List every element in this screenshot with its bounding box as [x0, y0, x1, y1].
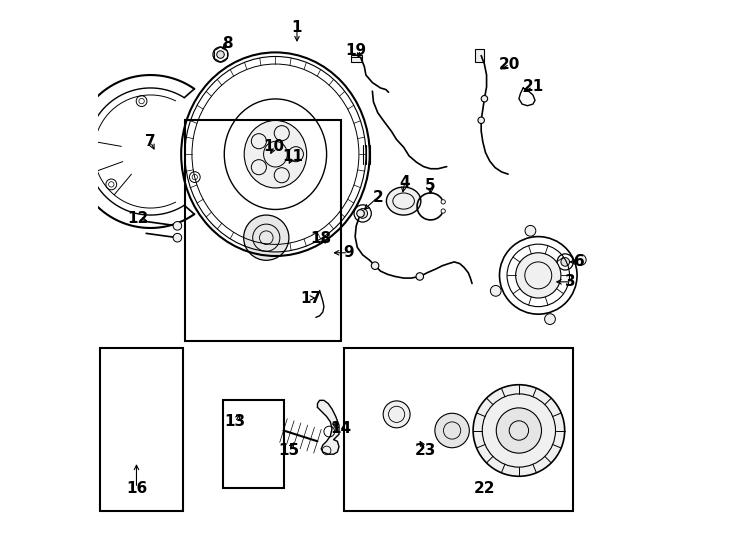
Bar: [258, 403, 271, 426]
Bar: [101, 348, 183, 511]
Bar: [385, 439, 409, 451]
Text: 8: 8: [222, 36, 232, 51]
Circle shape: [490, 286, 501, 296]
Text: 21: 21: [523, 79, 543, 94]
Bar: [433, 400, 471, 462]
Bar: [145, 449, 171, 453]
Bar: [196, 158, 213, 179]
Text: 1: 1: [291, 20, 302, 35]
Text: 12: 12: [128, 211, 149, 226]
Bar: [145, 402, 171, 406]
Bar: [292, 154, 308, 167]
Bar: [475, 49, 484, 62]
Circle shape: [545, 314, 556, 325]
Text: 19: 19: [346, 43, 367, 58]
Circle shape: [478, 117, 484, 124]
Circle shape: [416, 273, 424, 280]
Bar: [233, 403, 245, 426]
Bar: [107, 413, 141, 445]
Circle shape: [561, 258, 570, 266]
Text: 13: 13: [225, 414, 246, 429]
Bar: [131, 367, 135, 376]
Text: 5: 5: [425, 179, 436, 193]
Circle shape: [473, 384, 564, 476]
Text: 3: 3: [565, 274, 576, 289]
Bar: [196, 181, 213, 202]
Bar: [351, 55, 362, 62]
Bar: [217, 158, 234, 179]
Bar: [111, 367, 143, 398]
Bar: [144, 429, 172, 445]
Bar: [293, 228, 310, 249]
Bar: [196, 254, 213, 275]
Circle shape: [371, 262, 379, 269]
Bar: [206, 208, 308, 270]
Text: 7: 7: [145, 134, 156, 150]
Text: 22: 22: [473, 481, 495, 496]
Circle shape: [173, 221, 182, 230]
Ellipse shape: [244, 120, 307, 188]
Bar: [258, 418, 271, 441]
Text: 18: 18: [310, 231, 332, 246]
Bar: [217, 254, 234, 275]
Circle shape: [575, 254, 586, 265]
Text: 14: 14: [330, 421, 352, 436]
Text: 17: 17: [300, 291, 321, 306]
Circle shape: [482, 96, 487, 102]
Bar: [247, 154, 263, 167]
Bar: [293, 207, 310, 227]
Circle shape: [383, 401, 410, 428]
Text: 9: 9: [343, 245, 354, 260]
Text: 23: 23: [415, 443, 436, 458]
Ellipse shape: [386, 187, 421, 215]
Bar: [142, 371, 174, 402]
Circle shape: [496, 408, 542, 453]
Bar: [205, 228, 222, 249]
Bar: [144, 383, 172, 399]
Circle shape: [516, 253, 561, 298]
Bar: [280, 254, 297, 275]
Bar: [300, 181, 317, 202]
Bar: [300, 158, 317, 179]
Text: 2: 2: [372, 190, 383, 205]
Bar: [224, 154, 239, 167]
Circle shape: [525, 225, 536, 236]
Bar: [109, 426, 139, 442]
Bar: [344, 348, 573, 511]
Bar: [185, 120, 341, 341]
Bar: [300, 254, 317, 275]
Circle shape: [358, 208, 368, 218]
Bar: [142, 416, 174, 449]
Bar: [205, 207, 222, 227]
Bar: [222, 400, 283, 488]
Text: 4: 4: [399, 176, 410, 190]
Text: 6: 6: [575, 254, 585, 269]
Bar: [280, 158, 297, 179]
Text: 16: 16: [126, 481, 147, 496]
Circle shape: [217, 51, 225, 58]
Bar: [128, 413, 132, 422]
Text: 11: 11: [282, 150, 303, 164]
Text: 10: 10: [264, 139, 285, 153]
Polygon shape: [317, 400, 339, 454]
Bar: [233, 418, 245, 441]
Circle shape: [435, 413, 469, 448]
Circle shape: [244, 215, 289, 260]
Text: 15: 15: [278, 443, 299, 458]
Circle shape: [357, 210, 364, 217]
Bar: [271, 154, 286, 167]
Circle shape: [173, 233, 182, 242]
Bar: [113, 379, 142, 395]
Text: 20: 20: [499, 57, 520, 72]
